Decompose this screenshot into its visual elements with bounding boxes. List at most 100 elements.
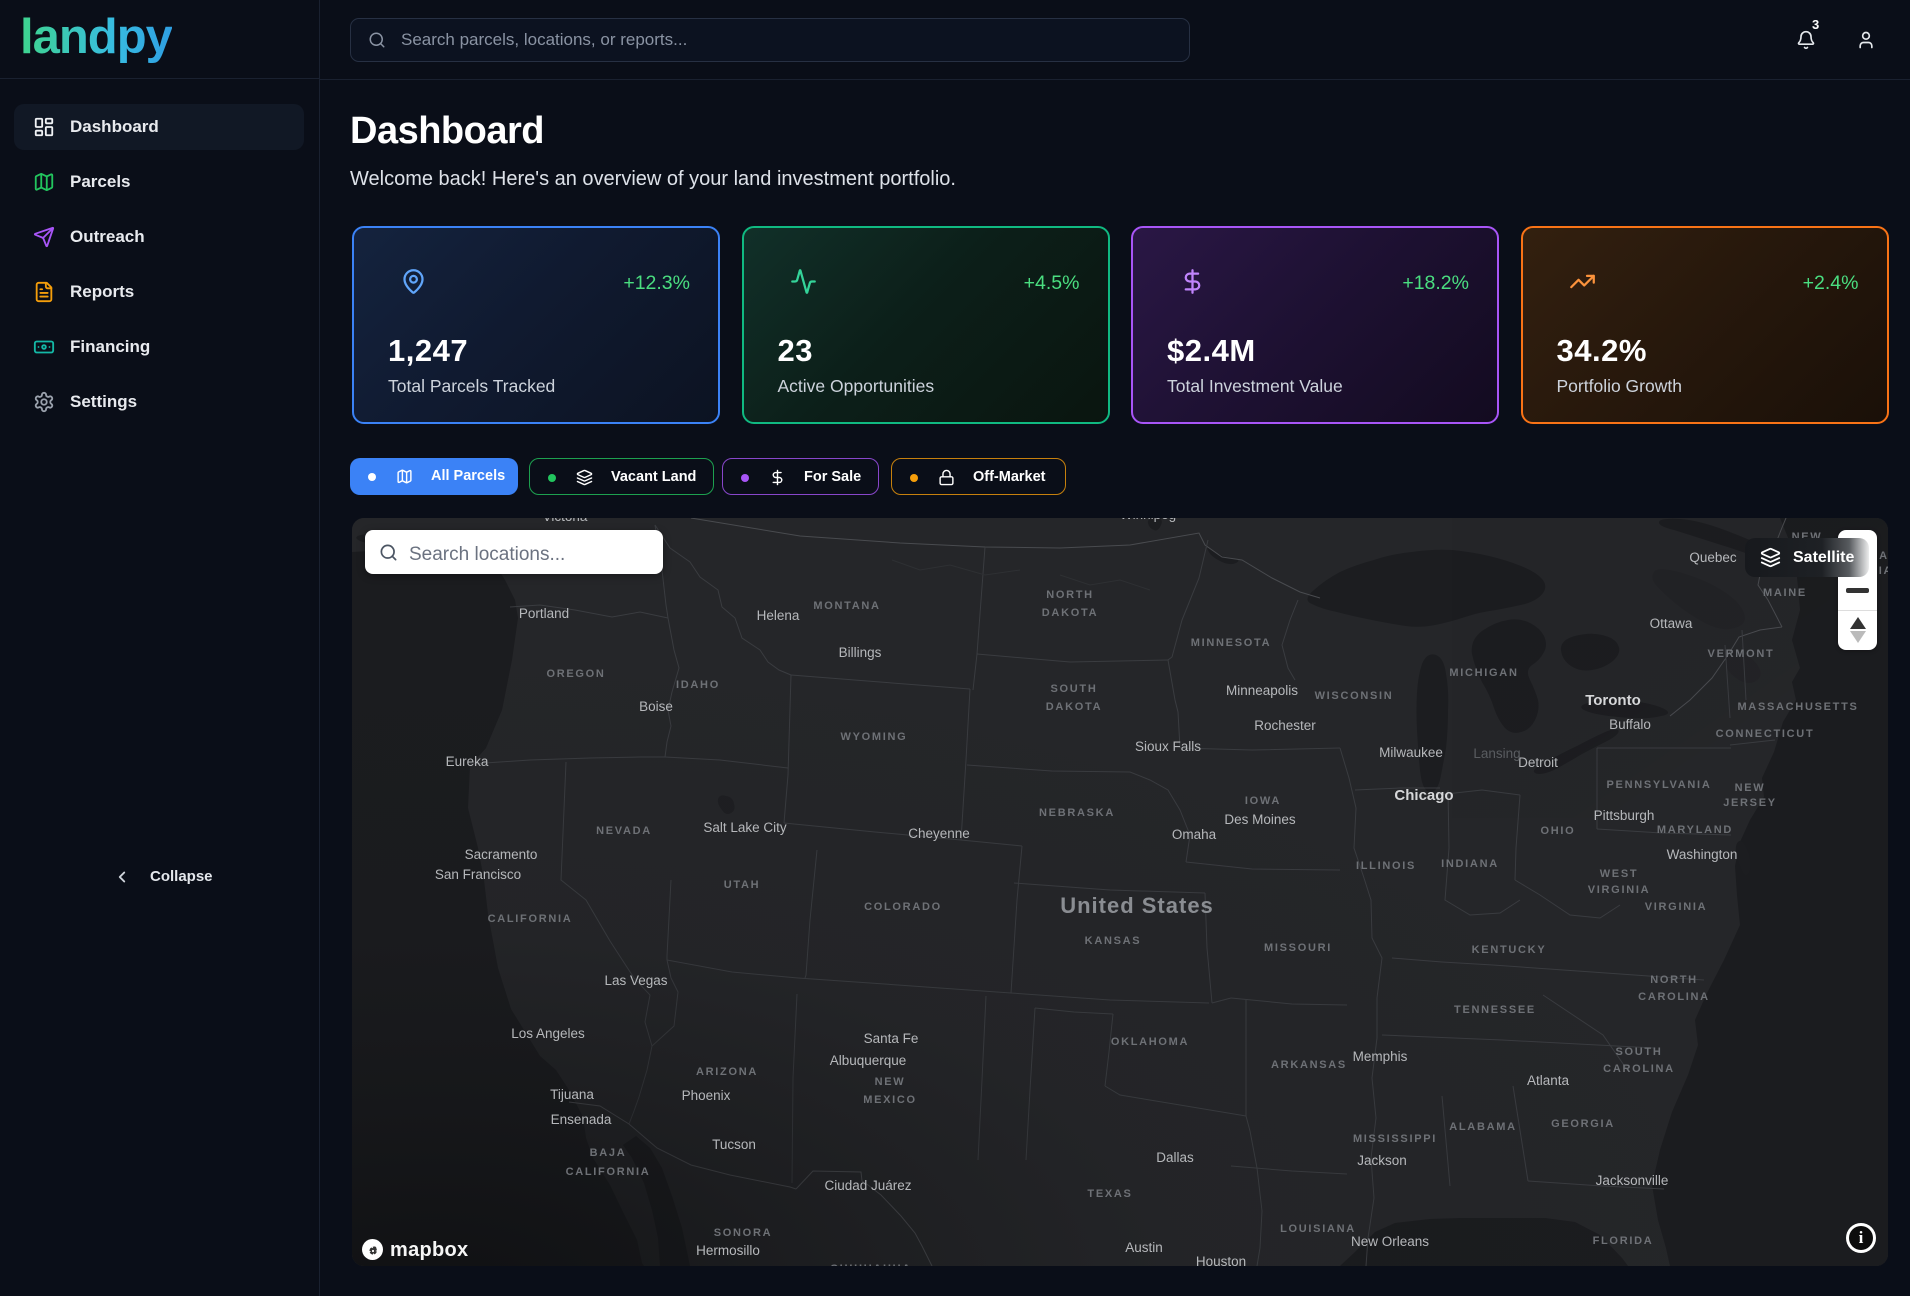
svg-text:Detroit: Detroit (1518, 755, 1558, 770)
svg-text:UTAH: UTAH (724, 879, 761, 891)
svg-text:Ottawa: Ottawa (1650, 616, 1693, 631)
svg-text:SOUTH: SOUTH (1616, 1046, 1663, 1058)
svg-text:OKLAHOMA: OKLAHOMA (1111, 1036, 1189, 1048)
svg-text:ALABAMA: ALABAMA (1449, 1121, 1517, 1133)
svg-text:Minneapolis: Minneapolis (1226, 683, 1298, 698)
svg-text:Hermosillo: Hermosillo (696, 1243, 760, 1258)
svg-text:FLORIDA: FLORIDA (1593, 1235, 1654, 1247)
svg-text:ARIZONA: ARIZONA (696, 1066, 758, 1078)
svg-text:MISSISSIPPI: MISSISSIPPI (1353, 1133, 1437, 1145)
svg-text:MARYLAND: MARYLAND (1657, 824, 1733, 836)
svg-text:MISSOURI: MISSOURI (1264, 942, 1332, 954)
svg-text:IDAHO: IDAHO (676, 679, 720, 691)
svg-text:TENNESSEE: TENNESSEE (1454, 1004, 1536, 1016)
svg-text:United States: United States (1060, 893, 1214, 918)
svg-text:NEW: NEW (1735, 782, 1766, 794)
svg-text:NORTH: NORTH (1650, 974, 1698, 986)
svg-text:Austin: Austin (1125, 1240, 1163, 1255)
svg-text:Atlanta: Atlanta (1527, 1073, 1570, 1088)
svg-text:CALIFORNIA: CALIFORNIA (488, 913, 573, 925)
svg-text:A: A (1879, 550, 1888, 562)
svg-text:WEST: WEST (1600, 868, 1639, 880)
svg-text:MICHIGAN: MICHIGAN (1449, 667, 1518, 679)
svg-text:MASSACHUSETTS: MASSACHUSETTS (1737, 701, 1858, 713)
svg-text:Toronto: Toronto (1585, 692, 1641, 709)
svg-text:TEXAS: TEXAS (1087, 1188, 1132, 1200)
svg-text:Las Vegas: Las Vegas (604, 973, 667, 988)
svg-text:Memphis: Memphis (1353, 1049, 1408, 1064)
svg-text:WISCONSIN: WISCONSIN (1315, 690, 1394, 702)
svg-text:KANSAS: KANSAS (1085, 935, 1142, 947)
svg-text:CHIHUAHUA: CHIHUAHUA (830, 1263, 912, 1266)
svg-text:DAKOTA: DAKOTA (1046, 701, 1102, 713)
svg-text:KENTUCKY: KENTUCKY (1472, 944, 1547, 956)
svg-text:Sacramento: Sacramento (465, 847, 538, 862)
svg-text:SONORA: SONORA (714, 1227, 772, 1239)
svg-text:Dallas: Dallas (1156, 1150, 1194, 1165)
svg-text:VIRGINIA: VIRGINIA (1645, 901, 1708, 913)
svg-text:Eureka: Eureka (446, 754, 489, 769)
svg-text:INDIANA: INDIANA (1441, 858, 1499, 870)
svg-text:CALIFORNIA: CALIFORNIA (566, 1166, 651, 1178)
svg-text:Los Angeles: Los Angeles (511, 1026, 585, 1041)
svg-text:CAROLINA: CAROLINA (1638, 991, 1710, 1003)
svg-text:VIRGINIA: VIRGINIA (1588, 884, 1651, 896)
svg-text:MONTANA: MONTANA (813, 600, 880, 612)
svg-text:Portland: Portland (519, 606, 569, 621)
svg-text:MAINE: MAINE (1763, 587, 1807, 599)
svg-text:Tijuana: Tijuana (550, 1087, 594, 1102)
svg-text:Victoria: Victoria (543, 518, 588, 524)
svg-text:Billings: Billings (839, 645, 882, 660)
svg-text:Winnipeg: Winnipeg (1120, 518, 1176, 522)
svg-text:CONNECTICUT: CONNECTICUT (1716, 728, 1815, 740)
svg-text:NEVADA: NEVADA (596, 825, 652, 837)
svg-text:Houston: Houston (1196, 1254, 1246, 1266)
svg-text:Boise: Boise (639, 699, 673, 714)
svg-text:OREGON: OREGON (546, 668, 605, 680)
svg-text:LOUISIANA: LOUISIANA (1280, 1223, 1356, 1235)
svg-text:GEORGIA: GEORGIA (1551, 1118, 1615, 1130)
svg-text:MEXICO: MEXICO (863, 1094, 917, 1106)
svg-text:IA: IA (1879, 565, 1888, 577)
svg-text:Helena: Helena (757, 608, 800, 623)
svg-text:Phoenix: Phoenix (682, 1088, 731, 1103)
svg-text:JERSEY: JERSEY (1723, 797, 1777, 809)
svg-text:COLORADO: COLORADO (864, 901, 942, 913)
svg-text:WYOMING: WYOMING (841, 731, 908, 743)
svg-text:Washington: Washington (1667, 847, 1738, 862)
svg-text:Tucson: Tucson (712, 1137, 756, 1152)
svg-text:Ciudad Juárez: Ciudad Juárez (824, 1178, 911, 1193)
svg-text:Pittsburgh: Pittsburgh (1594, 808, 1655, 823)
svg-text:OHIO: OHIO (1541, 825, 1576, 837)
svg-text:BAJA: BAJA (590, 1147, 627, 1159)
svg-text:San Francisco: San Francisco (435, 867, 521, 882)
svg-text:ARKANSAS: ARKANSAS (1271, 1059, 1347, 1071)
svg-text:NEW: NEW (875, 1076, 906, 1088)
svg-text:Buffalo: Buffalo (1609, 717, 1651, 732)
svg-text:Sioux Falls: Sioux Falls (1135, 739, 1201, 754)
svg-text:Quebec: Quebec (1689, 550, 1737, 565)
svg-text:SOUTH: SOUTH (1051, 683, 1098, 695)
svg-text:NEBRASKA: NEBRASKA (1039, 807, 1115, 819)
svg-text:Ensenada: Ensenada (551, 1112, 612, 1127)
svg-text:Rochester: Rochester (1254, 718, 1316, 733)
svg-text:MINNESOTA: MINNESOTA (1191, 637, 1271, 649)
svg-text:New Orleans: New Orleans (1351, 1234, 1429, 1249)
svg-text:IOWA: IOWA (1245, 795, 1281, 807)
svg-text:PENNSYLVANIA: PENNSYLVANIA (1607, 779, 1712, 791)
svg-text:CAROLINA: CAROLINA (1603, 1063, 1675, 1075)
svg-text:Cheyenne: Cheyenne (908, 826, 970, 841)
svg-text:Lansing: Lansing (1473, 746, 1520, 761)
svg-text:Omaha: Omaha (1172, 827, 1217, 842)
svg-text:VERMONT: VERMONT (1708, 648, 1775, 660)
svg-text:NORTH: NORTH (1046, 589, 1094, 601)
svg-text:Chicago: Chicago (1394, 787, 1453, 804)
svg-text:Jacksonville: Jacksonville (1596, 1173, 1669, 1188)
svg-text:ILLINOIS: ILLINOIS (1356, 860, 1416, 872)
svg-text:Milwaukee: Milwaukee (1379, 745, 1443, 760)
svg-text:DAKOTA: DAKOTA (1042, 607, 1098, 619)
svg-text:Salt Lake City: Salt Lake City (703, 820, 787, 835)
svg-text:Des Moines: Des Moines (1224, 812, 1296, 827)
svg-text:Santa Fe: Santa Fe (864, 1031, 919, 1046)
svg-text:Jackson: Jackson (1357, 1153, 1407, 1168)
